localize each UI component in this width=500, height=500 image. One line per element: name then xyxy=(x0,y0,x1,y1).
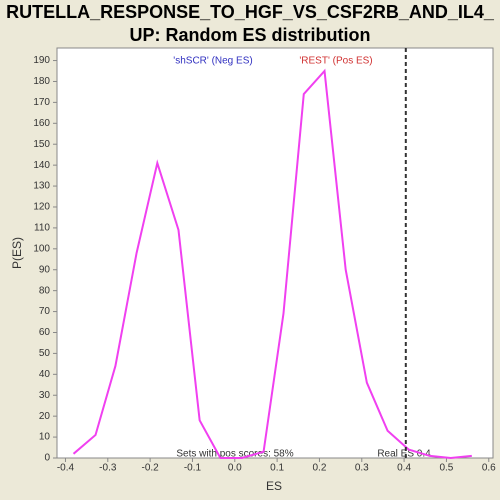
y-tick-label: 150 xyxy=(33,139,50,150)
chart-title: UP: Random ES distribution xyxy=(130,25,371,45)
y-axis-label: P(ES) xyxy=(10,237,24,269)
y-tick-label: 0 xyxy=(44,453,50,464)
es-line xyxy=(72,68,472,460)
y-tick-label: 80 xyxy=(39,285,51,296)
y-tick-label: 160 xyxy=(33,118,50,129)
x-tick-label: 0.5 xyxy=(439,463,453,474)
x-tick-label: -0.4 xyxy=(57,463,75,474)
plot-area xyxy=(56,47,494,459)
y-tick-label: 180 xyxy=(33,76,50,87)
annotation: 'REST' (Pos ES) xyxy=(299,56,372,67)
y-tick-label: 190 xyxy=(33,55,50,66)
y-tick-label: 20 xyxy=(39,411,51,422)
x-tick-label: -0.1 xyxy=(184,463,202,474)
x-axis-label: ES xyxy=(266,479,282,493)
y-tick-label: 90 xyxy=(39,264,51,275)
x-tick-label: 0.6 xyxy=(482,463,496,474)
y-tick-label: 170 xyxy=(33,97,50,108)
y-tick-label: 40 xyxy=(39,369,51,380)
x-tick-label: 0.2 xyxy=(312,463,326,474)
annotation: Real ES 0.4 xyxy=(377,449,431,460)
annotation: Sets with pos scores: 58% xyxy=(176,449,293,460)
x-tick-label: -0.2 xyxy=(142,463,160,474)
y-tick-label: 30 xyxy=(39,390,51,401)
x-tick-label: -0.3 xyxy=(99,463,117,474)
y-tick-label: 70 xyxy=(39,306,51,317)
x-tick-label: 0.0 xyxy=(228,463,242,474)
y-tick-label: 130 xyxy=(33,181,50,192)
y-tick-label: 110 xyxy=(34,223,50,234)
x-tick-label: 0.4 xyxy=(397,463,411,474)
chart-title: RUTELLA_RESPONSE_TO_HGF_VS_CSF2RB_AND_IL… xyxy=(6,2,495,22)
y-tick-label: 50 xyxy=(39,348,51,359)
x-tick-label: 0.1 xyxy=(270,463,284,474)
y-tick-label: 100 xyxy=(33,243,50,254)
y-tick-label: 140 xyxy=(33,160,50,171)
y-tick-label: 120 xyxy=(33,202,50,213)
annotation: 'shSCR' (Neg ES) xyxy=(173,56,252,67)
y-tick-label: 10 xyxy=(39,432,51,443)
y-tick-label: 60 xyxy=(39,327,51,338)
x-tick-label: 0.3 xyxy=(355,463,369,474)
